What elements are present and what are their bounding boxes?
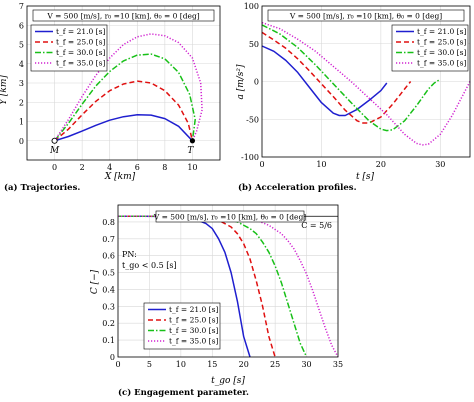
legend-box xyxy=(391,24,469,72)
x-tick-label: 30 xyxy=(301,360,311,369)
series-line-t21 xyxy=(261,45,388,117)
x-tick-label: 35 xyxy=(333,360,343,369)
series-line-t25 xyxy=(261,31,412,124)
x-axis-label: t_go [s] xyxy=(211,376,245,386)
chart-title: V = 500 [m/s], r₀ =10 [km], θ₀ = 0 [deg] xyxy=(153,213,306,222)
legend-label: t_f = 25.0 [s] xyxy=(417,38,466,47)
legend-label: t_f = 30.0 [s] xyxy=(56,48,105,57)
legend-box xyxy=(30,24,108,72)
y-tick-label: 6 xyxy=(19,21,24,30)
x-tick-label: 4 xyxy=(107,163,112,172)
y-tick-label: 3 xyxy=(19,79,24,88)
legend-label: t_f = 21.0 [s] xyxy=(417,27,466,36)
legend-label: t_f = 25.0 [s] xyxy=(169,316,218,325)
panel-engagement: 0 5 10 15 20 25 30 35 0 0.1 0.2 0.3 0.4 0.5 0.6 0.7 0.8 V… xyxy=(90,204,343,398)
y-tick-label: 0.7 xyxy=(102,235,115,244)
plot-frame xyxy=(26,5,221,161)
y-tick-label: 7 xyxy=(19,2,24,11)
marker-label: T xyxy=(187,146,194,156)
legend-label: t_f = 30.0 [s] xyxy=(169,326,218,335)
panel-trajectories: 0 2 4 6 8 10 0 1 2 3 4 5 6 7 M T V = 500 [m/s], r₀ =10 [… xyxy=(0,2,221,193)
y-tick-label: -100 xyxy=(241,153,259,162)
y-tick-label: 0.1 xyxy=(102,336,115,345)
x-tick-label: 30 xyxy=(435,160,445,169)
x-tick-label: 15 xyxy=(207,360,217,369)
panel-caption: (b) Acceleration profiles. xyxy=(238,182,357,193)
x-tick-label: 25 xyxy=(270,360,280,369)
title-box xyxy=(155,210,305,223)
y-tick-label: 0.2 xyxy=(102,319,115,328)
x-tick-label: 2 xyxy=(80,163,85,172)
series-line-t21 xyxy=(54,114,193,142)
plot-frame xyxy=(117,204,339,358)
series-line-t25 xyxy=(54,80,194,142)
legend-label: t_f = 35.0 [s] xyxy=(417,59,466,68)
x-axis-label: t [s] xyxy=(356,172,375,182)
series-line-t35 xyxy=(53,33,203,142)
legend-label: t_f = 35.0 [s] xyxy=(56,59,105,68)
y-tick-label: 4 xyxy=(19,60,24,69)
x-axis-label: X [km] xyxy=(104,172,136,182)
legend-label: t_f = 30.0 [s] xyxy=(417,48,466,57)
annotation-tgo: t_go < 0.5 [s] xyxy=(122,261,177,270)
x-tick-label: 0 xyxy=(52,163,57,172)
chart-title: V = 500 [m/s], r₀ =10 [km], θ₀ = 0 [deg] xyxy=(46,12,199,21)
legend-label: t_f = 21.0 [s] xyxy=(169,305,218,314)
y-tick-label: 0.4 xyxy=(102,285,115,294)
x-tick-label: 8 xyxy=(162,163,167,172)
y-axis-label: Y [km] xyxy=(0,75,9,105)
annotation-pn: PN: xyxy=(122,250,137,259)
legend-label: t_f = 25.0 [s] xyxy=(56,38,105,47)
x-tick-label: 10 xyxy=(187,163,197,172)
x-tick-label: 0 xyxy=(259,160,264,169)
y-tick-label: 0.6 xyxy=(102,252,115,261)
y-tick-label: 0 xyxy=(254,78,259,87)
panel-caption: (c) Engagement parameter. xyxy=(118,387,249,398)
y-axis-label: a [m/s²] xyxy=(236,64,246,100)
x-tick-label: 20 xyxy=(376,160,386,169)
y-tick-label: 100 xyxy=(244,2,259,11)
series-line-t30 xyxy=(54,53,196,142)
x-tick-label: 5 xyxy=(147,360,152,369)
y-tick-label: 2 xyxy=(19,98,24,107)
panel-acceleration: 0 10 20 30 -100 -50 0 50 100 V = 500 [m/s], r₀ =1… xyxy=(236,2,471,193)
marker-label: M xyxy=(49,146,60,156)
y-tick-label: 5 xyxy=(19,41,24,50)
legend-box xyxy=(143,302,221,350)
title-box xyxy=(32,9,215,22)
y-tick-label: 50 xyxy=(249,40,259,49)
series-line-t30 xyxy=(261,24,441,132)
x-tick-label: 0 xyxy=(115,360,120,369)
target-marker xyxy=(189,138,196,144)
x-tick-label: 10 xyxy=(316,160,326,169)
y-tick-label: 0 xyxy=(19,137,24,146)
y-tick-label: 0 xyxy=(110,353,115,362)
y-tick-label: 0.8 xyxy=(102,218,115,227)
x-tick-label: 10 xyxy=(176,360,186,369)
legend-label: t_f = 21.0 [s] xyxy=(56,27,105,36)
chart-title: V = 500 [m/s], r₀ =10 [km], θ₀ = 0 [deg] xyxy=(289,12,442,21)
y-tick-label: 0.3 xyxy=(102,302,115,311)
plot-frame xyxy=(261,5,471,158)
annotation-c-value: C = 5/6 xyxy=(301,221,332,230)
y-tick-label: 1 xyxy=(19,118,24,127)
legend-label: t_f = 35.0 [s] xyxy=(169,337,218,346)
x-tick-label: 20 xyxy=(239,360,249,369)
y-tick-label: -50 xyxy=(246,115,259,124)
title-box xyxy=(267,9,465,22)
y-tick-label: 0.5 xyxy=(102,269,115,278)
panel-caption: (a) Trajectories. xyxy=(4,182,80,193)
x-tick-label: 6 xyxy=(135,163,140,172)
missile-marker xyxy=(51,137,58,144)
y-axis-label: C [−] xyxy=(90,269,100,294)
